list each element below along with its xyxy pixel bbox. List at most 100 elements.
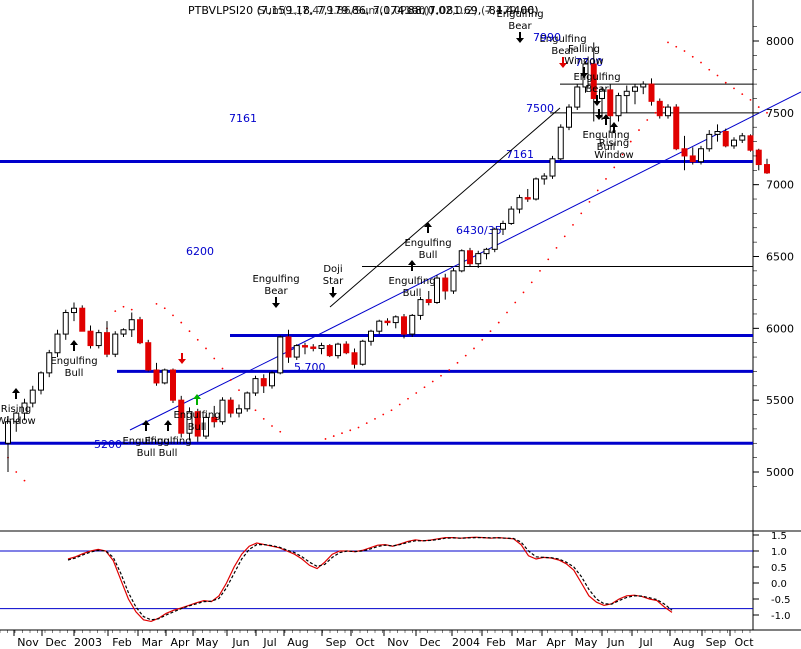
- pattern-annotations: RisingWindowEngulfingBullEngulfingBullEn…: [0, 9, 634, 459]
- pattern-label: Bear: [264, 286, 288, 297]
- early-trendline: [129, 347, 296, 431]
- y-tick-label: 7500: [766, 107, 794, 120]
- sar-dot: [654, 111, 657, 114]
- x-tick-label: Jul: [638, 636, 652, 649]
- y-tick-label: 1.5: [771, 531, 787, 542]
- arrow-up-icon: [142, 420, 150, 431]
- candle-body: [731, 139, 737, 147]
- candle-body: [458, 250, 465, 272]
- x-tick-label: Mar: [516, 636, 537, 649]
- sar-dot: [683, 50, 686, 52]
- pattern-label: Engulfing: [144, 436, 191, 447]
- x-tick-label: Apr: [546, 636, 566, 649]
- level-label: 7161: [506, 148, 534, 161]
- arrow-up-icon: [610, 122, 618, 133]
- sar-dot: [15, 471, 18, 473]
- sar-dot: [448, 369, 451, 371]
- y-tick-label: 5000: [766, 466, 794, 479]
- candle-body: [755, 149, 762, 166]
- sar-dot: [522, 291, 525, 294]
- x-tick-label: Jun: [231, 636, 249, 649]
- sar-dot: [588, 201, 591, 203]
- pattern-label: Engulfing: [573, 72, 620, 83]
- x-tick-label: Nov: [17, 636, 39, 649]
- y-tick-label: 8000: [766, 35, 794, 48]
- arrow-up-icon: [602, 114, 610, 125]
- candle-body: [112, 333, 119, 355]
- candle-body: [21, 402, 28, 414]
- sar-dot: [638, 129, 640, 131]
- x-tick-label: Jul: [262, 636, 276, 649]
- pattern-label: Doji: [323, 264, 342, 275]
- pattern-label: Bull: [403, 288, 422, 299]
- sar-dot: [213, 357, 216, 360]
- candle-body: [533, 178, 539, 200]
- sar-dot: [613, 166, 616, 169]
- sar-dot: [382, 413, 385, 416]
- pattern-label: Bull: [159, 448, 178, 459]
- x-tick-label: Dec: [45, 636, 66, 649]
- candle-body: [450, 270, 457, 292]
- candle-body: [706, 133, 713, 150]
- parabolic-sar: [7, 41, 768, 482]
- sar-dot: [733, 87, 735, 90]
- candle-body: [632, 86, 638, 92]
- y-tick-label: 6000: [766, 322, 794, 335]
- candle-body: [351, 352, 358, 365]
- sar-dot: [254, 409, 257, 412]
- pattern-label: Window: [0, 416, 36, 427]
- y-tick-label: -1.0: [771, 611, 791, 622]
- overlay-label-1: Sum(1,(7,479.86/Sum(1,0,100)): [258, 4, 434, 17]
- sar-dot: [514, 301, 517, 304]
- sar-dot: [155, 303, 158, 305]
- candle-body: [409, 314, 416, 335]
- x-axis: Nov Dec 2003 Feb Mar Apr May Jun Jul Aug Sep Oct Nov…: [0, 630, 754, 649]
- level-label: 7161: [229, 112, 257, 125]
- sar-dot: [708, 68, 711, 71]
- sar-dot: [221, 367, 224, 370]
- sar-dot: [621, 153, 624, 156]
- peak-label: 7990: [533, 31, 561, 44]
- pattern-label: Bear: [508, 21, 532, 32]
- sar-dot: [415, 392, 418, 394]
- candle-body: [54, 333, 61, 354]
- pattern-label: Bull: [597, 142, 616, 153]
- candle-body: [194, 411, 201, 437]
- pattern-label: Bear: [551, 46, 575, 57]
- candle-body: [211, 416, 218, 423]
- pattern-label: Engulfing: [173, 410, 220, 421]
- candle-body: [401, 316, 407, 335]
- candle-body: [566, 106, 572, 128]
- candle-body: [640, 83, 647, 88]
- sar-dot: [390, 409, 393, 412]
- candle-body: [615, 95, 622, 117]
- candle-body: [260, 378, 267, 387]
- candle-body: [590, 63, 597, 99]
- sar-dot: [440, 374, 442, 377]
- candle-body: [557, 126, 564, 160]
- level-label: 5.700: [294, 361, 326, 374]
- sar-dot: [691, 55, 694, 58]
- candle-body: [714, 131, 721, 135]
- sar-dot: [489, 330, 492, 333]
- candle-body: [376, 320, 383, 332]
- sar-dot: [667, 41, 669, 44]
- sar-dot: [757, 106, 760, 108]
- x-tick-label: Dec: [419, 636, 440, 649]
- candle-body: [417, 299, 424, 316]
- sar-dot: [572, 223, 574, 226]
- sar-dot: [271, 425, 273, 427]
- y-tick-label: 7000: [766, 179, 794, 192]
- indicator-series: [67, 536, 673, 623]
- x-tick-label: Oct: [355, 636, 375, 649]
- level-label: 5200: [94, 438, 122, 451]
- sar-dot: [596, 189, 599, 192]
- pattern-label: Bull: [137, 448, 156, 459]
- sar-dot: [497, 321, 500, 324]
- sar-dot: [423, 386, 426, 389]
- y-tick-label: -0.5: [771, 595, 791, 606]
- y-tick-label: 6500: [766, 251, 794, 264]
- sar-dot: [229, 379, 232, 381]
- candle-body: [599, 89, 605, 99]
- candle-body: [5, 421, 11, 444]
